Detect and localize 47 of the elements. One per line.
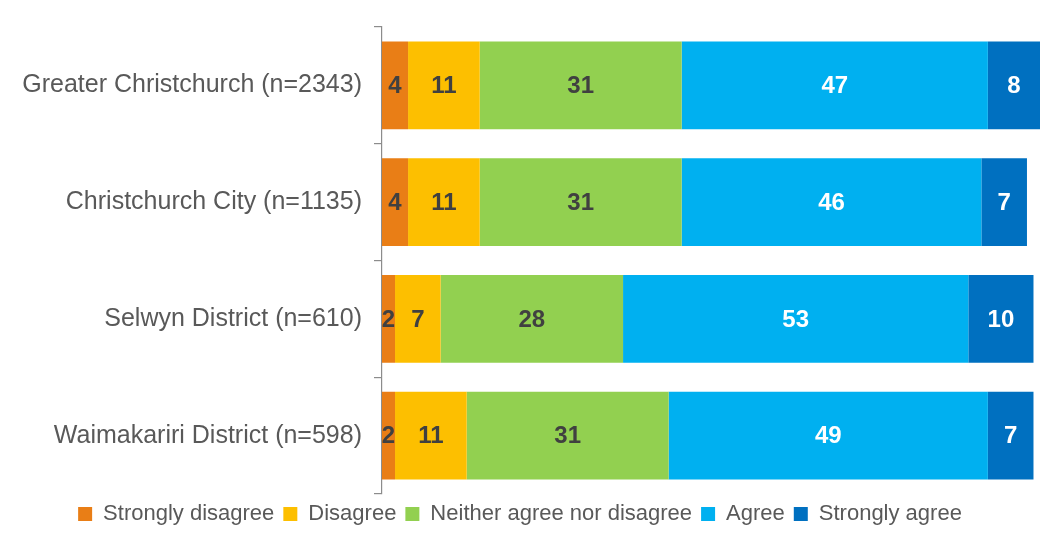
bar	[987, 391, 1034, 480]
bar	[623, 275, 969, 363]
bar	[681, 41, 988, 130]
data-label: 11	[431, 71, 457, 98]
y-tick-label: Greater Christchurch (n=2343)	[22, 69, 362, 98]
data-label: 31	[567, 187, 595, 215]
data-label: 4	[388, 71, 403, 98]
bar	[382, 158, 409, 246]
bar	[440, 275, 624, 363]
legend-label: Neither agree nor disagree	[430, 500, 693, 526]
legend-label: Disagree	[308, 500, 397, 526]
data-label: 53	[782, 304, 810, 332]
data-label: 47	[821, 71, 849, 98]
bar	[681, 158, 982, 246]
legend-label: Strongly agree	[818, 500, 962, 526]
bar	[987, 41, 1040, 130]
data-label: 28	[518, 304, 546, 332]
data-label: 8	[1007, 71, 1021, 98]
bar	[408, 158, 480, 246]
data-label: 31	[554, 421, 582, 449]
y-tick-label: Waimakariri District (n=598)	[53, 419, 362, 448]
bar	[395, 275, 441, 363]
data-label: 7	[1004, 421, 1018, 449]
data-label: 7	[997, 187, 1011, 215]
bar	[382, 41, 409, 130]
bar	[408, 41, 480, 130]
data-label: 10	[987, 304, 1015, 332]
bar	[668, 391, 988, 480]
data-label: 31	[567, 71, 595, 98]
bar	[479, 41, 682, 130]
data-label: 2	[381, 304, 396, 332]
data-label: 49	[814, 421, 842, 449]
bar	[479, 158, 682, 246]
legend-label: Strongly disagree	[103, 500, 275, 526]
legend-label: Agree	[726, 500, 785, 526]
data-label: 46	[818, 187, 845, 215]
bar	[968, 275, 1034, 363]
bar	[395, 391, 467, 480]
bar	[466, 391, 669, 480]
data-label: 2	[381, 421, 396, 449]
data-label: 11	[431, 187, 457, 215]
data-label: 7	[411, 304, 425, 332]
bar	[981, 158, 1027, 246]
data-label: 4	[388, 187, 403, 215]
y-tick-label: Christchurch City (n=1135)	[65, 186, 362, 215]
y-tick-label: Selwyn District (n=610)	[104, 302, 362, 331]
data-label: 11	[418, 421, 444, 449]
